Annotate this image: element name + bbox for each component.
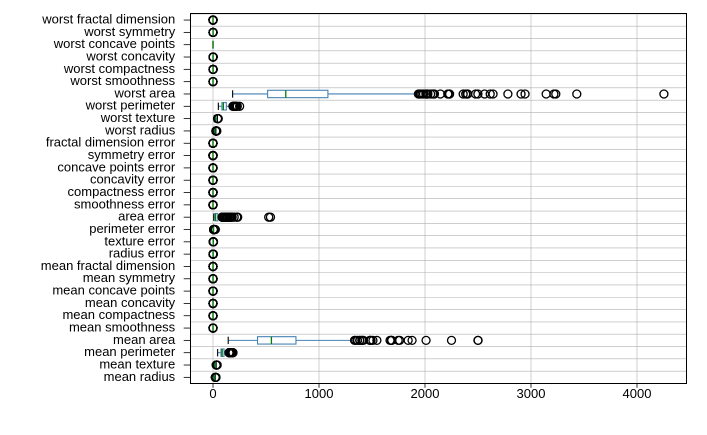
svg-text:3000: 3000 (517, 386, 546, 401)
svg-text:4000: 4000 (623, 386, 652, 401)
svg-text:1000: 1000 (305, 386, 334, 401)
svg-text:0: 0 (209, 386, 216, 401)
svg-text:2000: 2000 (411, 386, 440, 401)
svg-text:mean radius: mean radius (104, 369, 176, 384)
